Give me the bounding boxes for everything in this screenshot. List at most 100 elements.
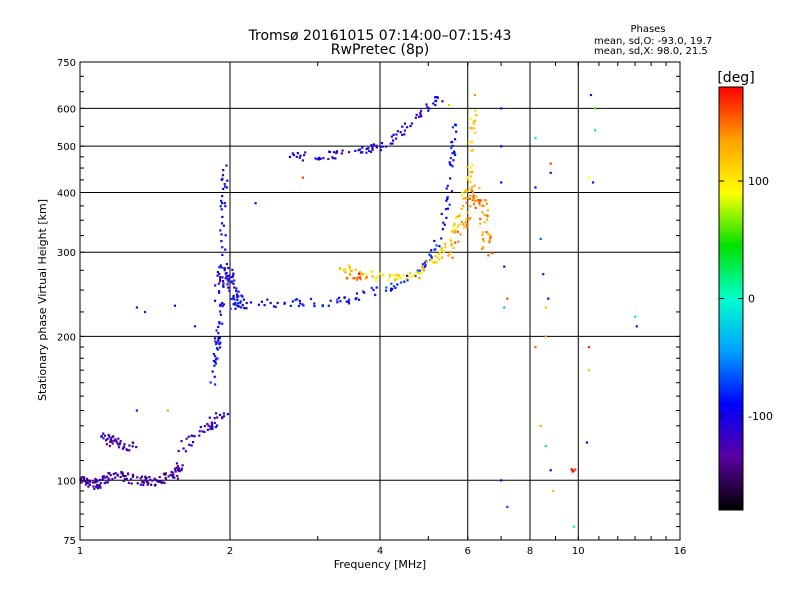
data-point [313, 304, 316, 308]
data-point [224, 205, 227, 208]
data-point [438, 245, 441, 248]
data-point [231, 268, 234, 271]
data-point [549, 171, 552, 174]
data-point [115, 440, 118, 443]
data-point [453, 150, 456, 153]
data-point [348, 151, 351, 154]
data-point [139, 477, 142, 480]
data-point [396, 283, 399, 286]
data-point [214, 355, 217, 358]
data-point [574, 468, 577, 471]
data-point [215, 329, 218, 332]
data-point [135, 445, 138, 449]
data-point [217, 337, 220, 340]
data-point [227, 266, 230, 270]
data-point [365, 276, 368, 279]
data-point [102, 437, 105, 440]
data-point [225, 186, 228, 189]
data-point [241, 295, 244, 298]
data-point [371, 275, 374, 278]
data-point [412, 274, 415, 277]
data-point [460, 220, 464, 224]
data-point [485, 218, 489, 221]
data-point [483, 199, 487, 202]
data-point [114, 476, 117, 479]
data-point [295, 298, 298, 301]
data-point [216, 357, 219, 360]
data-point [593, 129, 597, 132]
data-point [482, 238, 485, 241]
data-point [220, 266, 223, 269]
data-point [218, 343, 221, 346]
data-point [435, 244, 438, 247]
data-point [348, 298, 351, 301]
data-point [451, 140, 454, 144]
x-tick-label: 1 [77, 546, 83, 557]
data-point [489, 235, 492, 238]
data-point [401, 125, 404, 128]
data-point [381, 145, 384, 148]
data-point [503, 306, 506, 309]
data-point [465, 190, 469, 193]
data-point [190, 444, 193, 447]
data-point [338, 267, 342, 270]
data-point [549, 469, 552, 472]
data-point [111, 436, 114, 439]
y-tick-label: 500 [57, 142, 76, 153]
data-point [219, 313, 222, 316]
data-point [471, 149, 474, 152]
data-point [464, 190, 467, 193]
data-point [487, 254, 490, 257]
data-point [442, 250, 445, 254]
data-point [99, 482, 102, 485]
data-point [410, 275, 413, 278]
data-point [156, 480, 159, 483]
data-point [500, 145, 503, 148]
data-point [108, 444, 111, 448]
data-point [146, 483, 149, 486]
data-point [228, 277, 231, 280]
data-point [232, 282, 235, 285]
data-point [448, 161, 451, 164]
data-point [336, 298, 339, 301]
colorbar: [deg] 100 0 -100 [717, 70, 773, 511]
data-point [206, 428, 209, 431]
data-point [332, 157, 335, 160]
data-point [103, 482, 106, 485]
data-point [257, 303, 261, 306]
data-point [317, 158, 320, 161]
data-point [466, 211, 469, 214]
data-point [217, 325, 220, 329]
x-tick-label: 6 [465, 546, 471, 557]
data-point [391, 288, 394, 291]
data-point [472, 195, 475, 198]
data-point [439, 248, 442, 251]
x-tick-label: 4 [377, 546, 383, 557]
data-point [469, 216, 472, 220]
data-point [123, 478, 127, 481]
data-point [417, 271, 420, 274]
data-point [79, 481, 82, 484]
data-point [141, 479, 144, 482]
data-point [475, 195, 478, 198]
data-point [470, 189, 473, 192]
data-point [355, 278, 359, 281]
data-point [470, 141, 473, 144]
data-point [375, 144, 378, 147]
data-point [163, 473, 167, 476]
data-point [213, 299, 217, 302]
data-point [131, 473, 135, 476]
data-point [143, 310, 147, 314]
data-point [445, 216, 448, 219]
data-point [222, 285, 225, 288]
data-point [404, 278, 407, 281]
data-point [453, 222, 456, 226]
data-point [463, 226, 466, 229]
data-point [212, 359, 215, 363]
data-point [175, 466, 179, 469]
data-point [164, 478, 168, 481]
data-point [446, 184, 449, 187]
x-tick-label: 8 [527, 546, 533, 557]
data-point [450, 244, 453, 247]
data-point [474, 206, 477, 209]
